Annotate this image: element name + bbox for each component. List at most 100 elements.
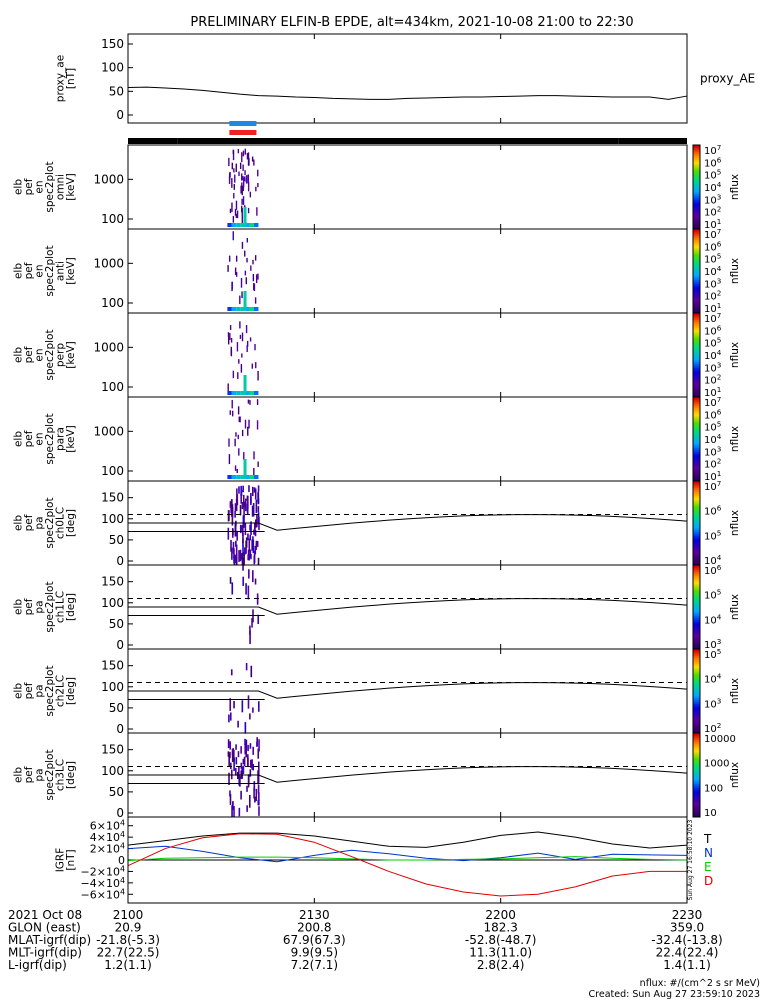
colorbar-segment <box>693 546 700 549</box>
spectrogram-pixel <box>253 529 255 535</box>
colorbar-segment <box>693 273 700 276</box>
spectrogram-pixel <box>231 805 233 817</box>
spectrogram-pixel <box>231 499 233 507</box>
tick-label: −4×104 <box>81 876 125 890</box>
spectrogram-pixel <box>231 410 234 417</box>
colorbar-segment <box>693 268 700 272</box>
ylabel-line: [deg] <box>65 677 77 705</box>
spectrogram-pixel <box>230 669 233 676</box>
spectrogram-pixel <box>231 399 233 409</box>
spectrogram-pixel <box>227 307 232 311</box>
spectrogram-pixel <box>242 545 244 556</box>
ylabel-line: proxy_ae <box>55 55 67 102</box>
colorbar-segment <box>693 537 700 541</box>
spectrogram-pixel <box>240 790 242 800</box>
colorbar-segment <box>693 703 700 707</box>
spectrogram-pixel <box>242 178 245 188</box>
colorbar-segment <box>693 567 700 570</box>
footer-row-label: L-igrf(dip) <box>8 958 67 972</box>
colorbar-segment <box>693 644 700 648</box>
spectrogram-pixel <box>235 767 237 776</box>
spectrogram-pixel <box>233 548 235 559</box>
colorbar-segment <box>693 766 700 770</box>
spectrogram-pixel <box>242 164 244 171</box>
spectrogram-pixel <box>237 148 240 154</box>
spectrogram-pixel <box>250 521 252 535</box>
ylabel-line: [keV] <box>65 173 77 201</box>
colorbar-segment <box>693 600 700 604</box>
tick-label: 0 <box>116 722 124 736</box>
spectrogram-pixel <box>251 505 254 517</box>
spectrogram-pixel <box>230 762 232 770</box>
colorbar-segment <box>693 199 700 203</box>
colorbar-segment <box>693 180 700 184</box>
colorbar-segment <box>693 235 700 238</box>
colorbar-segment <box>693 338 700 341</box>
spectrogram-pixel <box>240 277 243 288</box>
spectrogram-pixel <box>227 336 230 345</box>
ylabel-line: pef <box>23 430 35 447</box>
colorbar-segment <box>693 676 700 679</box>
colorbar-segment <box>693 336 700 339</box>
spectrogram-pixel <box>238 807 241 817</box>
colorbar-segment <box>693 472 700 476</box>
colorbar-segment <box>693 586 700 589</box>
colorbar-segment <box>693 277 700 280</box>
plot-title: PRELIMINARY ELFIN-B EPDE, alt=434km, 202… <box>190 15 633 30</box>
spectrogram-pixel <box>234 522 237 537</box>
spectrogram-pixel <box>227 510 230 517</box>
colorbar-tick: 102 <box>704 373 721 387</box>
colorbar-segment <box>693 640 700 644</box>
spectrogram-pixel <box>231 547 233 560</box>
spectrogram-pixel <box>256 420 259 430</box>
colorbar-segment <box>693 231 700 234</box>
colorbar-segment <box>693 361 700 364</box>
spectrogram-pixel <box>227 383 229 392</box>
panels: proxy_ae[nT]050100150proxy_AEelbpefenspe… <box>13 33 755 904</box>
footer-value: 2100 <box>113 908 144 922</box>
colorbar-segment <box>693 636 700 639</box>
tick-label: 0 <box>116 108 124 122</box>
ylabel-line: pef <box>23 262 35 279</box>
colorbar-segment <box>693 355 700 358</box>
panel-spec_omni: elbpefenspec2plotomni[keV]10010001011021… <box>13 143 742 231</box>
spectrogram-pixel <box>245 739 248 750</box>
spectrogram-pixel <box>250 265 252 271</box>
spectrogram-pixel <box>228 772 230 786</box>
colorbar-segment <box>693 661 700 665</box>
colorbar-tick: 1000 <box>704 759 729 770</box>
colorbar-segment <box>693 315 700 318</box>
colorbar-segment <box>693 386 700 390</box>
spectrogram-pixel <box>257 557 260 566</box>
spectrogram-pixel <box>238 359 240 364</box>
ylabel-line: pef <box>23 178 35 195</box>
colorbar-segment <box>693 514 700 518</box>
spectrogram-pixel <box>243 176 246 182</box>
colorbar-segment <box>693 810 700 814</box>
panel-frame <box>127 312 688 398</box>
ylabel-line: omni <box>55 174 67 200</box>
spectrogram-pixel <box>239 321 241 329</box>
spectrogram-pixel <box>227 475 232 479</box>
spectrogram-pixel <box>232 748 234 757</box>
colorbar-segment <box>693 592 700 595</box>
spectrogram-pixel <box>245 223 250 227</box>
spectrogram-pixel <box>231 307 237 311</box>
spectrogram-pixel <box>254 796 256 803</box>
spectrogram-pixel <box>257 770 259 785</box>
colorbar-segment <box>693 653 700 656</box>
tick-label: 100 <box>101 680 124 694</box>
colorbar-segment <box>693 432 700 436</box>
colorbar-segment <box>693 468 700 471</box>
spectrogram-pixel <box>229 410 231 415</box>
colorbar-segment <box>693 182 700 186</box>
colorbar-segment <box>693 380 700 383</box>
spectrogram-pixel <box>241 332 244 342</box>
spectrogram-pixel <box>231 752 234 762</box>
spectrogram-pixel <box>247 399 250 404</box>
spectrogram-pixel <box>253 283 256 291</box>
tick-label: 1000 <box>93 340 124 354</box>
spectrogram-pixel <box>241 502 244 510</box>
tick-label: 100 <box>101 596 124 610</box>
